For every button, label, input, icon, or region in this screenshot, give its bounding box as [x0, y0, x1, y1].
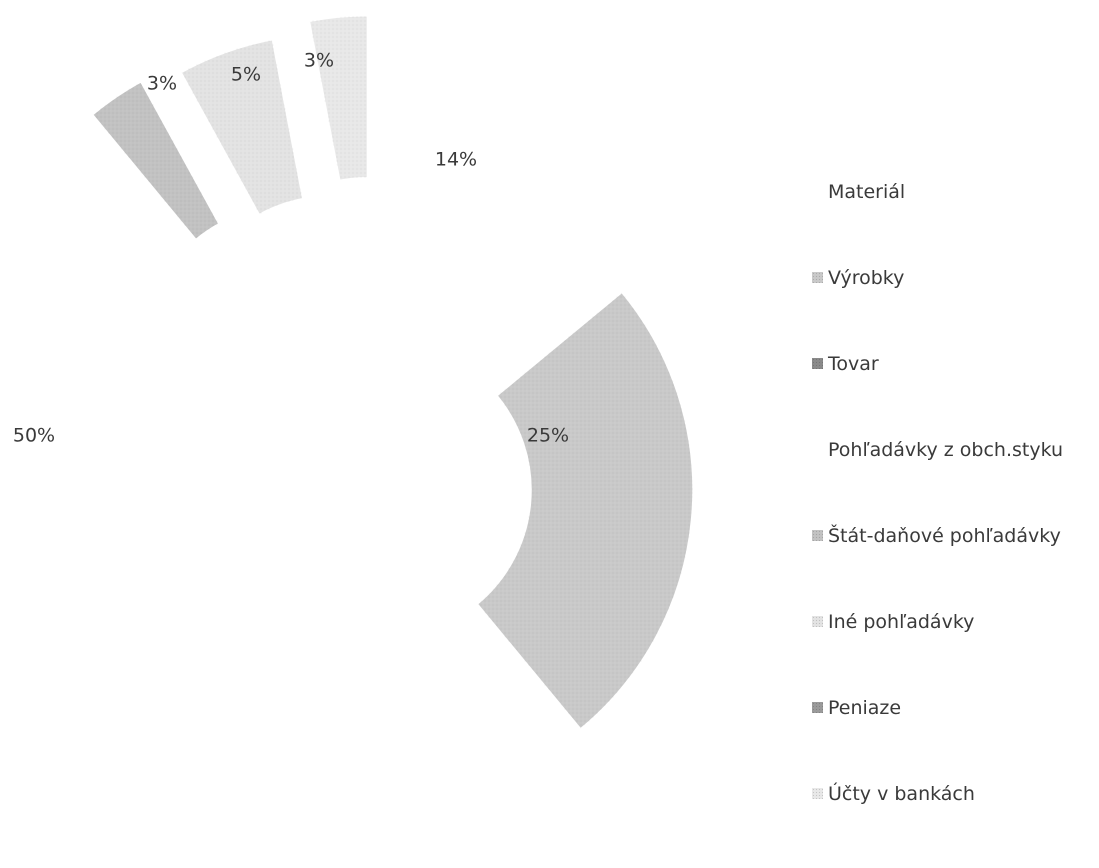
legend-swatch	[812, 186, 823, 197]
data-label-pohladavky-z-obch-styku: 50%	[13, 425, 55, 447]
legend-label: Materiál	[828, 180, 905, 204]
legend-item-ucty-v-bankach: Účty v bankách	[812, 782, 1099, 868]
legend-item-material: Materiál	[812, 180, 1099, 266]
legend: Materiál Výrobky Tovar Pohľadávky z obch.st…	[812, 180, 1099, 868]
legend-label: Peniaze	[828, 696, 901, 720]
legend-swatch	[812, 788, 823, 799]
slices	[73, 16, 693, 800]
legend-item-ine-pohladavky: Iné pohľadávky	[812, 610, 1099, 696]
legend-label: Účty v bankách	[828, 782, 975, 806]
legend-swatch	[812, 444, 823, 455]
legend-label: Iné pohľadávky	[828, 610, 974, 634]
legend-item-stat-danove-pohladavky: Štát-daňové pohľadávky	[812, 524, 1099, 610]
legend-swatch	[812, 702, 823, 713]
legend-item-pohladavky-z-obch-styku: Pohľadávky z obch.styku	[812, 438, 1099, 524]
legend-label: Tovar	[828, 352, 879, 376]
slice-texture-ucty-v-bankach	[309, 16, 367, 181]
legend-item-peniaze: Peniaze	[812, 696, 1099, 782]
data-label-material: 14%	[435, 149, 477, 171]
data-label-ucty-v-bankach: 3%	[304, 50, 334, 72]
legend-item-tovar: Tovar	[812, 352, 1099, 438]
legend-swatch	[812, 616, 823, 627]
legend-label: Pohľadávky z obch.styku	[828, 438, 1063, 462]
chart: 14% 25% 50% 3% 5% 3% Materiál Výrobky Tovar Pohľ…	[0, 0, 1099, 814]
data-label-stat-danove-pohladavky: 3%	[147, 73, 177, 95]
data-label-ine-pohladavky: 5%	[231, 64, 261, 86]
legend-swatch	[812, 272, 823, 283]
legend-item-vyrobky: Výrobky	[812, 266, 1099, 352]
legend-label: Štát-daňové pohľadávky	[828, 524, 1061, 548]
legend-swatch	[812, 530, 823, 541]
legend-swatch	[812, 358, 823, 369]
legend-label: Výrobky	[828, 266, 904, 290]
data-label-vyrobky: 25%	[527, 425, 569, 447]
